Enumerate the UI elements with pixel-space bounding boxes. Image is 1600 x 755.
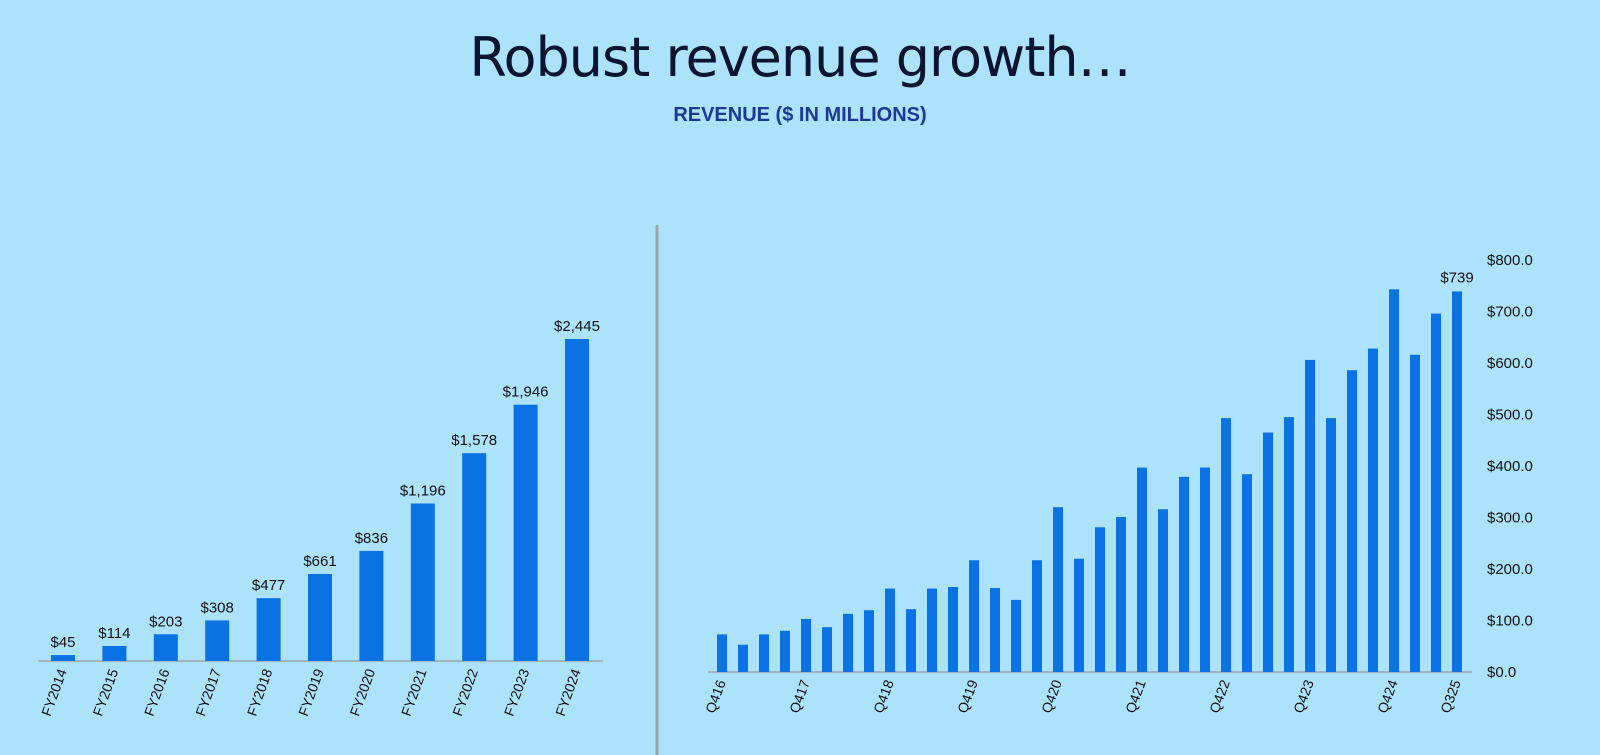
quarterly-x-tick-label: Q422	[1206, 677, 1233, 715]
annual-bar	[205, 620, 230, 661]
quarterly-y-tick-label: $100.0	[1487, 613, 1533, 630]
quarterly-x-tick-label: Q417	[786, 677, 813, 715]
quarterly-bar	[1284, 417, 1294, 672]
annual-x-tick-label: FY2014	[38, 666, 70, 718]
annual-x-tick-label: FY2022	[449, 666, 481, 718]
quarterly-bar	[759, 634, 769, 672]
quarterly-bar	[1200, 467, 1210, 672]
quarterly-bar	[822, 627, 832, 672]
annual-bar	[359, 550, 384, 661]
annual-data-label: $1,946	[503, 384, 549, 401]
quarterly-bar	[885, 588, 895, 672]
quarterly-y-tick-label: $200.0	[1487, 561, 1533, 578]
quarterly-bar	[1347, 370, 1357, 672]
quarterly-bar	[969, 560, 979, 672]
quarterly-y-tick-label: $500.0	[1487, 407, 1533, 424]
quarterly-x-tick-label: Q416	[702, 677, 729, 715]
quarterly-bar	[1179, 476, 1189, 672]
quarterly-y-tick-label: $700.0	[1487, 304, 1533, 321]
quarterly-x-tick-label: Q418	[870, 677, 897, 715]
quarterly-bar	[1053, 507, 1063, 672]
annual-bar	[410, 503, 435, 661]
quarterly-bar	[1410, 354, 1420, 672]
annual-bar	[513, 404, 538, 661]
annual-x-tick-label: FY2017	[192, 666, 224, 718]
quarterly-bar	[1116, 516, 1126, 672]
annual-data-label: $1,196	[400, 482, 446, 499]
annual-bar	[256, 598, 281, 661]
annual-data-label: $477	[252, 577, 285, 594]
annual-x-tick-label: FY2018	[244, 666, 276, 718]
quarterly-y-tick-label: $800.0	[1487, 252, 1533, 269]
quarterly-bar	[780, 630, 790, 672]
annual-data-label: $836	[355, 530, 388, 547]
annual-bar	[102, 645, 127, 661]
annual-data-label: $45	[50, 634, 75, 651]
quarterly-bar	[864, 610, 874, 672]
annual-x-tick-label: FY2016	[141, 666, 173, 718]
quarterly-x-tick-label: Q421	[1122, 677, 1149, 715]
annual-x-tick-label: FY2015	[89, 666, 121, 718]
page-title: Robust revenue growth…	[469, 26, 1131, 89]
quarterly-x-tick-label: Q419	[954, 677, 981, 715]
annual-x-tick-label: FY2021	[398, 666, 430, 718]
annual-data-label: $308	[201, 599, 234, 616]
quarterly-bar	[948, 587, 958, 672]
quarterly-bar	[1431, 313, 1441, 672]
quarterly-bar	[990, 588, 1000, 672]
annual-data-label: $2,445	[554, 318, 600, 335]
quarterly-y-tick-label: $400.0	[1487, 458, 1533, 475]
quarterly-bar	[738, 644, 748, 672]
quarterly-x-tick-label: Q325	[1437, 677, 1464, 715]
quarterly-y-tick-label: $0.0	[1487, 664, 1516, 681]
quarterly-bar	[1389, 289, 1399, 672]
quarterly-bar	[1095, 527, 1105, 672]
annual-data-label: $203	[149, 613, 182, 630]
annual-bar	[153, 634, 178, 661]
quarterly-bar	[1242, 474, 1252, 672]
annual-x-tick-label: FY2020	[346, 666, 378, 718]
quarterly-bar	[1137, 467, 1147, 672]
quarterly-bar	[1263, 432, 1273, 672]
quarterly-bar	[843, 613, 853, 672]
annual-bar	[462, 453, 487, 661]
quarterly-bar	[1074, 558, 1084, 672]
quarterly-bar	[1368, 348, 1378, 672]
annual-x-tick-label: FY2024	[552, 666, 584, 718]
quarterly-x-tick-label: Q420	[1038, 677, 1065, 715]
quarterly-y-tick-label: $300.0	[1487, 510, 1533, 527]
quarterly-x-tick-label: Q424	[1374, 677, 1401, 715]
quarterly-bar	[1032, 560, 1042, 672]
quarterly-x-tick-label: Q423	[1290, 677, 1317, 715]
annual-data-label: $1,578	[451, 432, 497, 449]
annual-bar	[308, 573, 332, 661]
annual-data-label: $661	[303, 553, 336, 570]
chart-subtitle: REVENUE ($ IN MILLIONS)	[673, 104, 927, 126]
quarterly-bar	[717, 634, 727, 672]
quarterly-bar	[1452, 291, 1462, 672]
annual-bar	[51, 655, 75, 661]
annual-data-label: $114	[98, 625, 130, 642]
quarterly-data-label: $739	[1440, 269, 1473, 286]
annual-x-tick-label: FY2023	[501, 666, 533, 718]
quarterly-bar	[906, 609, 916, 672]
quarterly-bar	[1158, 509, 1168, 672]
quarterly-bar	[1326, 418, 1336, 672]
annual-bar	[565, 339, 589, 661]
quarterly-bar	[1221, 418, 1231, 672]
quarterly-bar	[801, 618, 811, 672]
quarterly-bar	[927, 588, 937, 672]
annual-x-tick-label: FY2019	[295, 666, 327, 718]
quarterly-bar	[1011, 599, 1021, 672]
quarterly-y-tick-label: $600.0	[1487, 355, 1533, 372]
quarterly-bar	[1305, 359, 1315, 672]
